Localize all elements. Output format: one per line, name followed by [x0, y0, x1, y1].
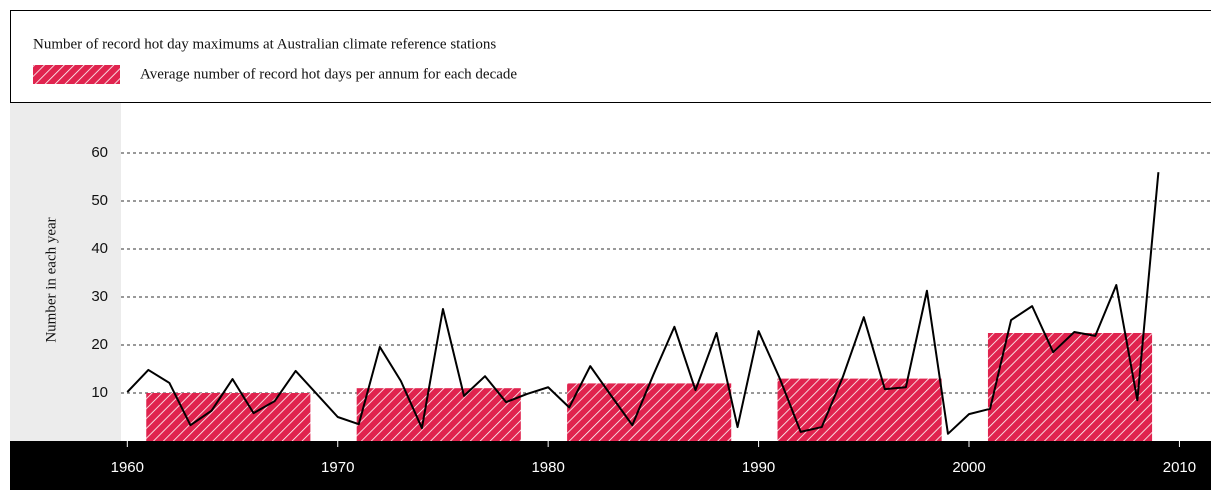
- x-tick-label: 1980: [531, 459, 564, 476]
- x-axis-band: [10, 441, 1211, 490]
- y-tick-label: 10: [91, 384, 108, 401]
- chart-title: Number of record hot day maximums at Aus…: [33, 36, 496, 52]
- y-tick-label: 30: [91, 288, 108, 305]
- line: [126, 172, 1160, 435]
- axis-panel: [10, 103, 121, 441]
- bar: [146, 393, 311, 441]
- x-tick-label: 2010: [1163, 459, 1196, 476]
- x-tick-label: 1970: [321, 459, 354, 476]
- legend-box: [10, 10, 1211, 103]
- plot: 10 20 30 40 50 60 1960 1970 1980 1990 2000 2010: [91, 144, 1211, 476]
- legend-label: Average number of record hot days per an…: [140, 66, 517, 82]
- y-tick-label: 60: [91, 144, 108, 161]
- y-tick-label: 20: [91, 336, 108, 353]
- y-tick-label: 50: [91, 192, 108, 209]
- bar: [567, 383, 732, 441]
- x-tick-label: 1960: [111, 459, 144, 476]
- y-axis-label: Number in each year: [43, 217, 59, 342]
- y-tick-label: 40: [91, 240, 108, 257]
- bar: [987, 333, 1153, 441]
- bar: [356, 388, 521, 441]
- x-tick-label: 2000: [952, 459, 985, 476]
- x-tick-label: 1990: [742, 459, 775, 476]
- legend-swatch: [33, 65, 120, 84]
